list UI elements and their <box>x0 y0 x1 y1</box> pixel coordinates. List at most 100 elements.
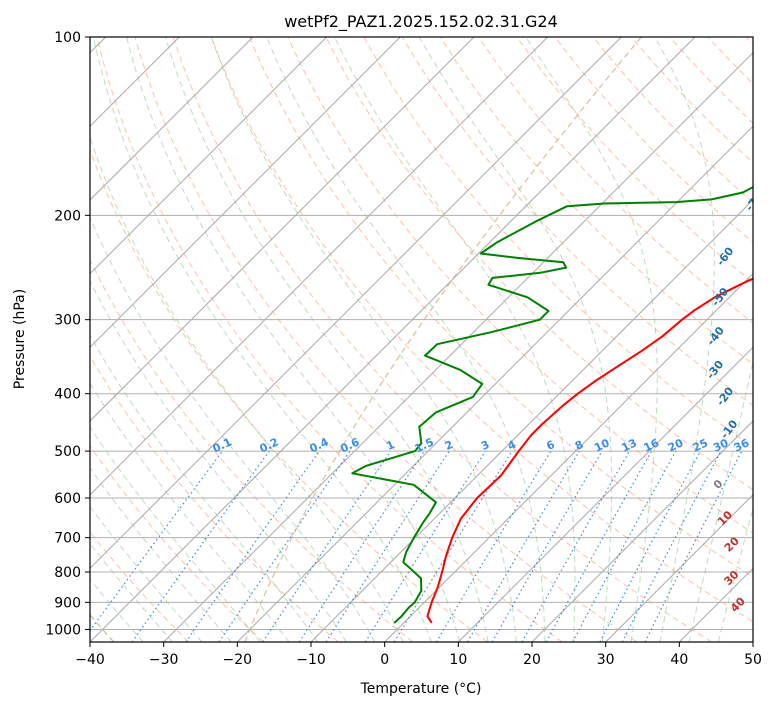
moist-adiabat <box>90 578 144 642</box>
mixing-ratio-label: 10 <box>592 436 612 454</box>
profile-series <box>351 185 753 624</box>
isotherm-line <box>90 37 401 349</box>
moist-adiabat <box>90 467 232 642</box>
y-tick-label: 200 <box>54 208 81 224</box>
dry-adiabat <box>90 531 190 642</box>
plot-frame <box>89 36 754 643</box>
dry-adiabat <box>134 37 638 642</box>
mixing-ratio-line <box>466 450 580 642</box>
x-tick-label: −30 <box>149 652 179 668</box>
x-tick-label: 40 <box>670 652 688 668</box>
mixing-ratio-line <box>393 450 513 642</box>
y-tick-label: 600 <box>54 491 81 507</box>
mixing-ratio-label: 25 <box>691 436 710 454</box>
y-tick-label: 1000 <box>45 622 81 638</box>
moist-adiabat-label: 0 <box>711 477 726 492</box>
x-tick-label: 10 <box>449 652 467 668</box>
dry-adiabat-label: -60 <box>714 244 737 268</box>
isotherm-line <box>605 493 753 642</box>
isotherm-line <box>384 272 753 642</box>
dry-adiabat-label: -20 <box>714 384 737 408</box>
dry-adiabat <box>516 37 753 284</box>
moist-adiabat-label: 10 <box>715 508 735 528</box>
mixing-ratio-label: 0.2 <box>257 435 280 455</box>
isotherm-line <box>90 37 254 201</box>
x-tick-label: −10 <box>296 652 326 668</box>
mixing-ratio-label: 20 <box>666 436 686 454</box>
mixing-ratio-label: 16 <box>642 436 662 454</box>
temperature-line <box>426 277 753 624</box>
moist-adiabat <box>418 37 613 642</box>
moist-adiabat <box>525 37 658 642</box>
y-tick-label: 300 <box>54 313 81 329</box>
extra-isopleth <box>244 37 642 642</box>
moist-adiabat <box>210 37 517 642</box>
dry-adiabat-label: -80 <box>761 146 775 170</box>
mixing-ratio-line <box>545 450 653 642</box>
isotherm-line <box>90 37 622 570</box>
dry-adiabat <box>90 148 488 642</box>
dry-adiabat <box>249 37 753 578</box>
isotherm-line <box>531 420 753 642</box>
y-tick-label: 900 <box>54 595 81 611</box>
moist-adiabat <box>126 37 461 642</box>
mixing-ratio-line <box>218 450 351 642</box>
dry-adiabat-label: -70 <box>743 190 766 214</box>
isotherm-line <box>90 37 549 496</box>
dry-adiabat <box>745 37 753 45</box>
moist-adiabat <box>90 382 290 642</box>
isotherm-line <box>163 51 753 642</box>
mixing-ratio-label: 30 <box>711 436 731 454</box>
mixing-ratio-line <box>364 450 486 642</box>
moist-adiabat <box>90 426 261 642</box>
x-tick-label: 30 <box>597 652 615 668</box>
dry-adiabat <box>90 258 414 642</box>
moist-adiabat-label: 40 <box>728 595 748 615</box>
isotherm-line <box>90 37 328 275</box>
dewpoint-line <box>351 185 753 624</box>
mixing-ratio-line <box>90 450 223 632</box>
x-tick-label: 20 <box>523 652 541 668</box>
x-axis-title: Temperature (°C) <box>360 681 482 697</box>
y-tick-label: 700 <box>54 531 81 547</box>
x-tick-label: 0 <box>380 652 389 668</box>
moist-adiabat <box>90 215 376 642</box>
mixing-ratio-label: 0.6 <box>338 435 361 455</box>
moist-adiabat <box>90 135 404 642</box>
moist-adiabat <box>334 37 576 642</box>
mixing-ratio-label: 0.4 <box>307 435 330 455</box>
dry-adiabat <box>439 37 753 365</box>
dry-adiabat <box>210 37 753 623</box>
isotherm-line <box>236 125 753 642</box>
isotherm-line <box>90 37 475 422</box>
x-tick-label: −20 <box>223 652 253 668</box>
mixing-ratio-line <box>599 450 702 642</box>
y-tick-label: 500 <box>54 444 81 460</box>
isotherm-line <box>457 346 753 642</box>
dry-adiabat <box>325 37 753 491</box>
dry-adiabat <box>592 37 753 203</box>
mixing-ratio-label: 0.1 <box>211 435 234 455</box>
y-tick-label: 400 <box>54 387 81 403</box>
y-axis-title: Pressure (hPa) <box>12 289 28 389</box>
mixing-ratio-label: 1.5 <box>413 435 436 455</box>
moist-adiabat <box>90 542 173 642</box>
chart-title: wetPf2_PAZ1.2025.152.02.31.G24 <box>284 12 558 32</box>
dry-adiabat <box>287 37 753 534</box>
x-tick-label: 50 <box>744 652 762 668</box>
mixing-ratio-line <box>298 450 425 642</box>
dry-adiabat-label: -40 <box>705 324 728 348</box>
moist-adiabat <box>654 37 715 642</box>
mixing-ratio-line <box>325 450 450 642</box>
mixing-ratio-label: 13 <box>620 436 639 454</box>
moist-adiabat <box>717 506 753 642</box>
dry-adiabat <box>90 355 339 642</box>
moist-adiabat <box>266 37 546 642</box>
mixing-ratio-line <box>185 450 320 642</box>
moist-adiabat <box>90 334 319 642</box>
mixing-ratio-line <box>435 450 552 642</box>
axis-ticks: −40 −30 −20 −10 0 10 20 30 40 5010020030040050060… <box>45 30 762 668</box>
dry-adiabat <box>669 37 753 124</box>
